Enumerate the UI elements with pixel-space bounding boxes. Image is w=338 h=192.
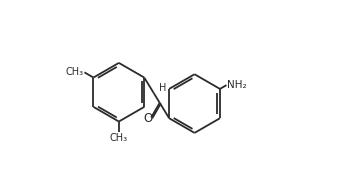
Text: H: H: [159, 83, 166, 93]
Text: O: O: [143, 112, 152, 125]
Text: CH₃: CH₃: [110, 133, 128, 143]
Text: NH₂: NH₂: [227, 80, 247, 90]
Text: CH₃: CH₃: [65, 67, 83, 77]
